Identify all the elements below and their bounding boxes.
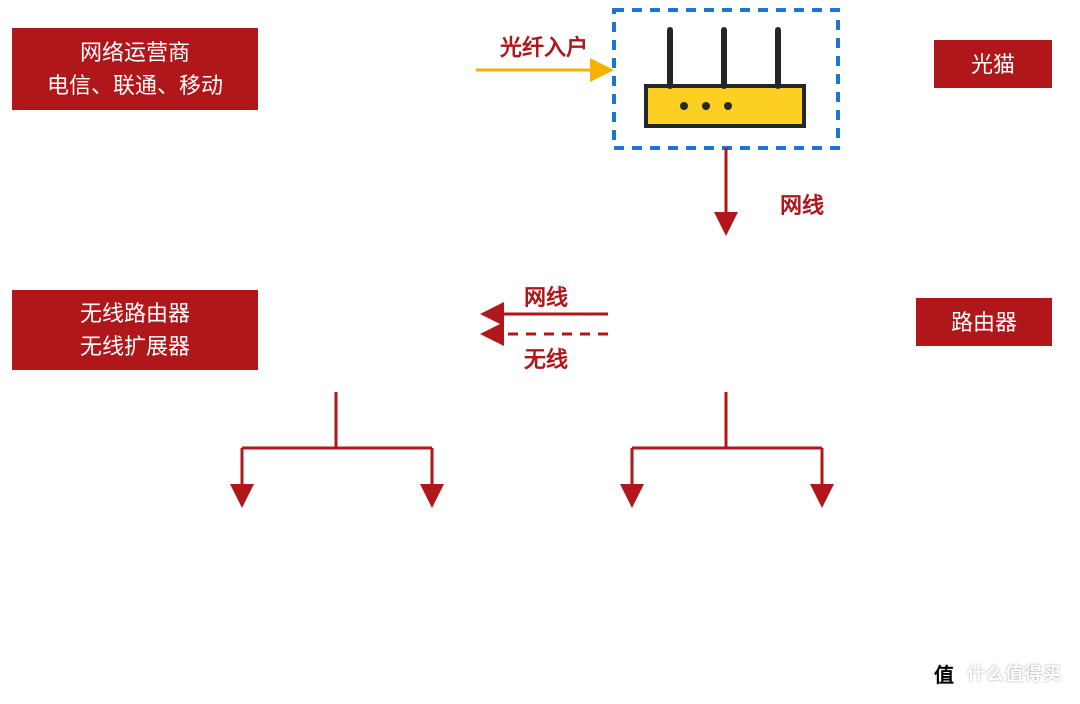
router-to-ext-wired-label: 网线 xyxy=(524,280,568,312)
watermark: 值 什么值得买 xyxy=(927,656,1062,690)
isp-line1: 网络运营商 xyxy=(80,36,190,69)
router-to-ext-wireless-label: 无线 xyxy=(524,342,568,374)
isp-box: 网络运营商 电信、联通、移动 xyxy=(12,28,258,110)
modem-label-text: 光猫 xyxy=(971,48,1015,81)
fiber-label: 光纤入户 xyxy=(500,30,588,62)
extender-line2: 无线扩展器 xyxy=(80,330,190,363)
modem-label-box: 光猫 xyxy=(934,40,1052,88)
modem-to-router-label: 网线 xyxy=(780,188,824,220)
extender-box: 无线路由器 无线扩展器 xyxy=(12,290,258,370)
isp-line2: 电信、联通、移动 xyxy=(47,69,223,102)
watermark-text: 什么值得买 xyxy=(967,660,1062,686)
router-label-box: 路由器 xyxy=(916,298,1052,346)
router-label-text: 路由器 xyxy=(951,306,1017,339)
watermark-badge-icon: 值 xyxy=(927,656,961,690)
extender-line1: 无线路由器 xyxy=(80,297,190,330)
